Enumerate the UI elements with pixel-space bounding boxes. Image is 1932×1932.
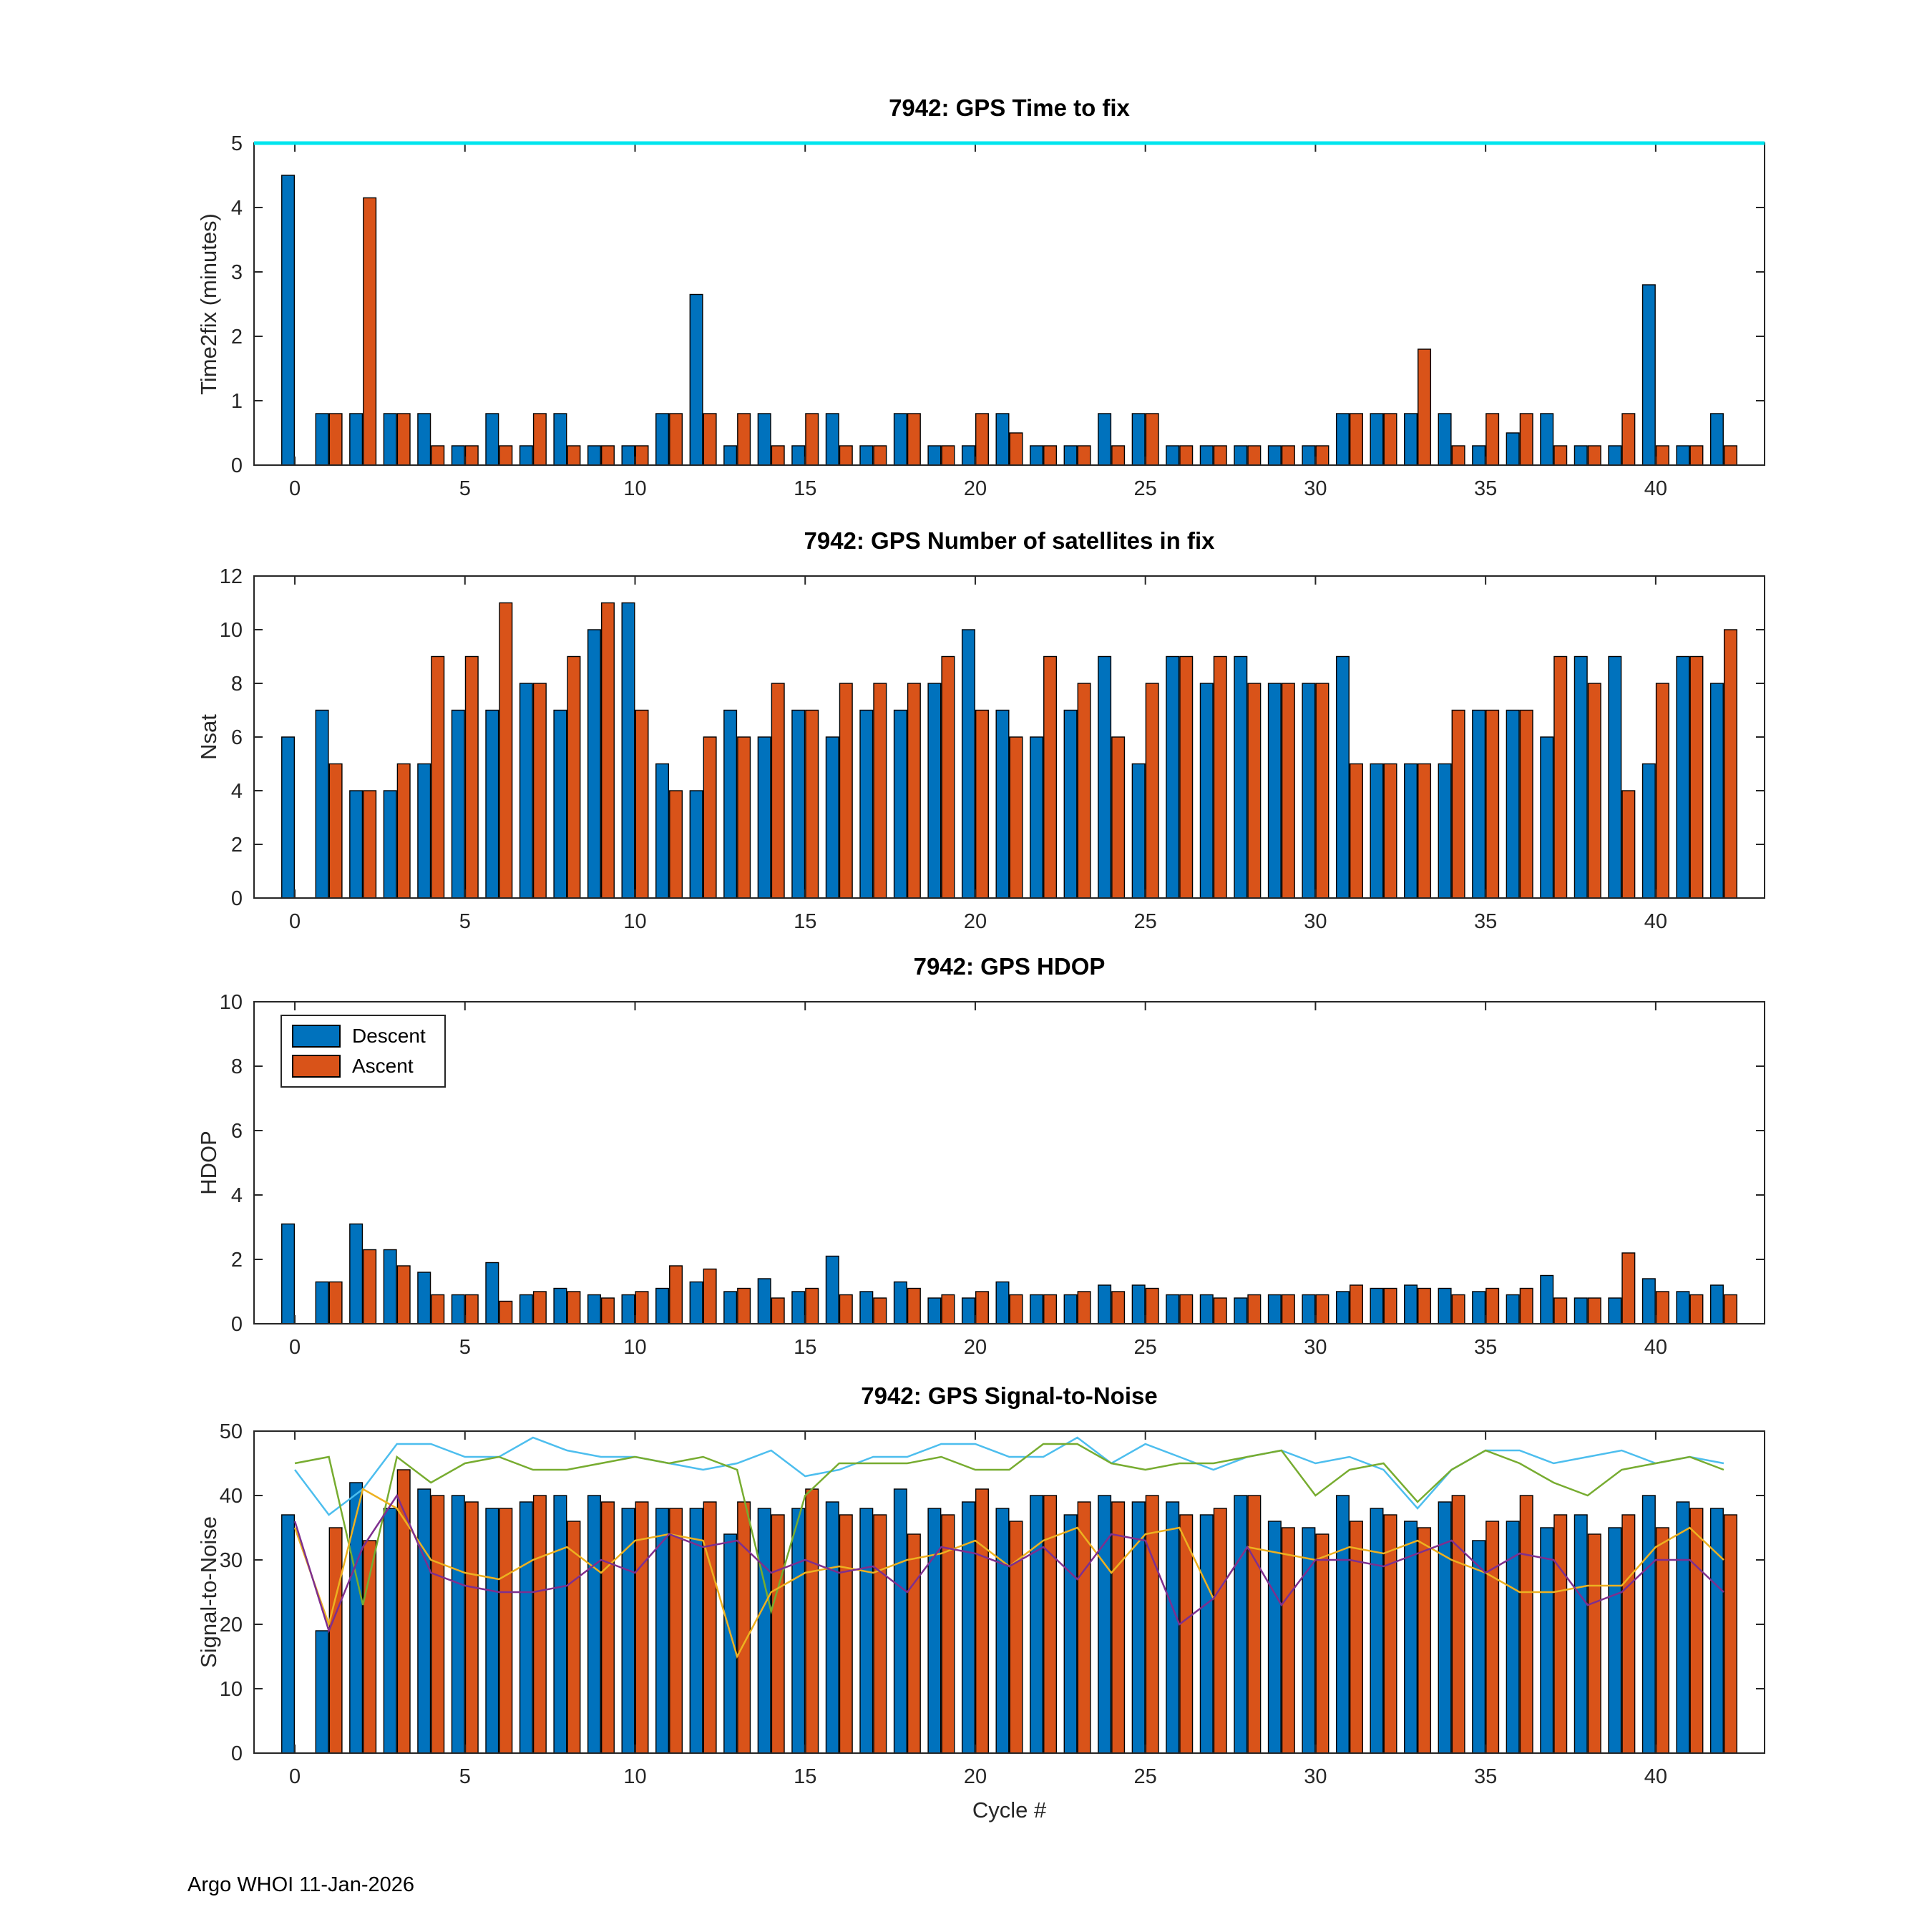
x-tick-label: 35	[1474, 1765, 1497, 1788]
x-tick-label: 15	[794, 1336, 816, 1359]
gps-nsat-plot: 0 5 10 15 20 25 30 35 40 0 2 4 6 8 10 12	[220, 565, 1765, 933]
y-tick-label: 6	[231, 1120, 243, 1143]
x-tick-label: 5	[459, 1336, 471, 1359]
axes-box	[253, 1001, 1765, 1324]
x-tick-label: 5	[459, 1765, 471, 1788]
x-tick-label: 10	[623, 477, 646, 500]
legend-row-descent: Descent	[292, 1025, 426, 1048]
y-tick-label: 1	[231, 390, 243, 413]
legend-swatch-descent	[292, 1025, 341, 1048]
y-tick-label: 20	[220, 1614, 243, 1636]
y-tick-label: 10	[220, 619, 243, 642]
x-tick-label: 0	[289, 1336, 301, 1359]
bars-descent	[281, 602, 1724, 899]
x-tick-label: 40	[1644, 1336, 1667, 1359]
legend-swatch-ascent	[292, 1055, 341, 1078]
x-tick-label: 0	[289, 910, 301, 933]
y-tick-label: 0	[231, 454, 243, 477]
y-tick-label: 2	[231, 834, 243, 857]
y-tick-label: 2	[231, 326, 243, 348]
snr-high-line	[294, 1443, 1724, 1615]
gps-hdop-plot: 0 5 10 15 20 25 30 35 40 0 2 4 6 8 10	[220, 991, 1765, 1359]
x-tick-label: 40	[1644, 1765, 1667, 1788]
x-tick-label: 15	[794, 1765, 816, 1788]
bars-descent	[281, 1482, 1724, 1754]
y-tick-label: 4	[231, 1184, 243, 1207]
x-tick-label: 10	[623, 910, 646, 933]
x-tick-label: 30	[1304, 477, 1327, 500]
y-tick-label: 40	[220, 1485, 243, 1508]
y-tick-label: 2	[231, 1249, 243, 1272]
x-tick-label: 20	[964, 1336, 987, 1359]
x-tick-label: 5	[459, 910, 471, 933]
x-tick-label: 20	[964, 477, 987, 500]
legend-label-ascent: Ascent	[352, 1055, 414, 1077]
bars-ascent	[328, 1469, 1737, 1754]
y-tick-label: 50	[220, 1420, 243, 1443]
chart-title-snr: 7942: GPS Signal-to-Noise	[861, 1382, 1158, 1409]
gps-time-to-fix-plot: 0 5 10 15 20 25 30 35 40 0 1 2 3 4 5	[231, 132, 1765, 500]
x-tick-label: 30	[1304, 1765, 1327, 1788]
x-tick-label: 10	[623, 1336, 646, 1359]
x-tick-label: 10	[623, 1765, 646, 1788]
axes-box	[253, 1430, 1765, 1754]
x-tick-label: 35	[1474, 910, 1497, 933]
x-tick-label: 35	[1474, 477, 1497, 500]
y-tick-label: 4	[231, 197, 243, 220]
footer-text: Argo WHOI 11-Jan-2026	[187, 1873, 414, 1896]
x-tick-label: 35	[1474, 1336, 1497, 1359]
x-tick-label: 5	[459, 477, 471, 500]
x-tick-label: 25	[1134, 910, 1157, 933]
y-tick-label: 4	[231, 780, 243, 803]
y-tick-label: 0	[231, 1742, 243, 1765]
y-tick-label: 3	[231, 261, 243, 284]
legend-label-descent: Descent	[352, 1025, 426, 1047]
x-tick-label: 25	[1134, 1336, 1157, 1359]
bars-ascent	[328, 1249, 1737, 1324]
x-tick-label: 40	[1644, 477, 1667, 500]
x-tick-label: 20	[964, 1765, 987, 1788]
y-tick-label: 0	[231, 887, 243, 910]
y-tick-label: 10	[220, 1678, 243, 1701]
y-tick-label: 6	[231, 726, 243, 749]
y-tick-label: 12	[220, 565, 243, 588]
x-tick-label: 20	[964, 910, 987, 933]
x-tick-label: 0	[289, 1765, 301, 1788]
y-tick-label: 30	[220, 1549, 243, 1572]
x-tick-label: 25	[1134, 1765, 1157, 1788]
x-tick-label: 15	[794, 910, 816, 933]
snr-low-line	[293, 1493, 1724, 1634]
chart-title-time-to-fix: 7942: GPS Time to fix	[889, 94, 1130, 121]
y-tick-label: 5	[231, 132, 243, 155]
x-tick-label: 40	[1644, 910, 1667, 933]
y-tick-label: 8	[231, 1055, 243, 1078]
legend: Descent Ascent	[280, 1015, 446, 1088]
chart-title-nsat: 7942: GPS Number of satellites in fix	[804, 527, 1215, 554]
y-tick-label: 0	[231, 1313, 243, 1336]
x-tick-label: 30	[1304, 910, 1327, 933]
bars-descent	[281, 1223, 1724, 1324]
legend-row-ascent: Ascent	[292, 1055, 426, 1078]
bars-ascent	[328, 602, 1737, 899]
y-tick-label: 8	[231, 673, 243, 696]
chart-title-hdop: 7942: GPS HDOP	[913, 953, 1106, 980]
x-tick-label: 0	[289, 477, 301, 500]
xlabel-cycle: Cycle #	[972, 1797, 1047, 1823]
y-tick-label: 10	[220, 991, 243, 1014]
x-tick-label: 25	[1134, 477, 1157, 500]
x-tick-label: 30	[1304, 1336, 1327, 1359]
x-tick-label: 15	[794, 477, 816, 500]
gps-snr-plot: 0 5 10 15 20 25 30 35 40 0 10 20 30 40 50	[220, 1420, 1765, 1788]
